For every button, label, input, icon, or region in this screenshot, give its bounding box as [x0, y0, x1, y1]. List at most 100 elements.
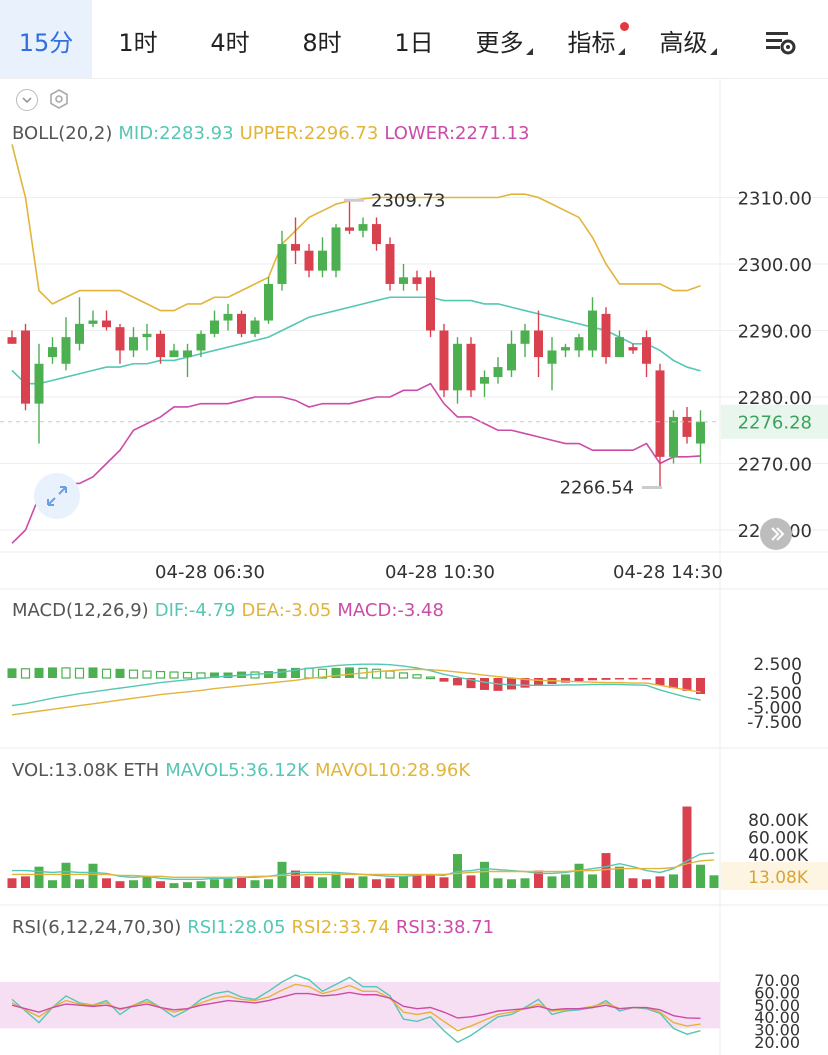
vol-axis-label: 60.00K — [748, 829, 809, 849]
volume-bar — [628, 878, 638, 888]
volume-bar — [372, 879, 381, 888]
volume-bar — [142, 876, 152, 888]
candle-body — [183, 350, 192, 358]
candle-body — [547, 350, 557, 364]
tab-1d[interactable]: 1日 — [368, 0, 460, 78]
current-price-tag: 2276.28 — [738, 413, 812, 434]
rsi-axis-label: 30.00 — [754, 1021, 800, 1040]
candle-body — [331, 227, 341, 271]
rsi-axis-label: 70.00 — [754, 971, 800, 990]
volume-bar — [156, 881, 165, 888]
macd-histogram-bar — [615, 678, 624, 680]
candle-body — [345, 227, 354, 231]
notification-dot — [620, 22, 629, 31]
candle-body — [34, 363, 44, 404]
rsi-rsi2: RSI2:33.74 — [291, 917, 390, 938]
tab-more[interactable]: 更多 — [460, 0, 548, 78]
macd-histogram-bar — [128, 669, 139, 679]
macd-axis-label: 2.500 — [753, 655, 802, 675]
macd-histogram-bar — [601, 678, 611, 680]
macd-histogram-bar — [7, 668, 17, 678]
macd-histogram-bar — [196, 672, 206, 679]
macd-histogram-bar — [20, 668, 31, 679]
tab-label: 指标 — [567, 29, 616, 57]
macd-histogram-bar — [34, 667, 44, 678]
macd-histogram-bar — [210, 672, 219, 678]
volume-bar — [601, 853, 611, 888]
tab-1h[interactable]: 1时 — [92, 0, 184, 78]
candle-body — [358, 224, 368, 231]
candle-body — [601, 313, 611, 358]
tab-advanced[interactable]: 高级 — [644, 0, 732, 78]
boll-mid-line — [11, 296, 701, 385]
candle-body — [439, 330, 449, 391]
volume-bar — [439, 877, 449, 888]
candle-body — [574, 337, 584, 351]
macd-histogram-bar — [439, 678, 449, 682]
volume-bar — [588, 874, 597, 888]
candle-body — [385, 244, 395, 284]
candle-body — [156, 333, 165, 358]
candle-body — [507, 343, 516, 371]
vol-legend: VOL:13.08K ETH MAVOL5:36.12K MAVOL10:28.96… — [12, 760, 476, 781]
candle-body — [561, 347, 570, 351]
macd-histogram-bar — [291, 667, 300, 678]
tab-15m[interactable]: 15分 — [0, 0, 92, 78]
vol-mavol5: MAVOL5:36.12K — [165, 760, 309, 781]
boll-lower: LOWER:2271.13 — [384, 123, 530, 144]
dropdown-corner-icon — [525, 48, 533, 55]
macd-histogram-bar — [574, 678, 584, 682]
macd-histogram-bar — [331, 667, 341, 678]
current-price-tag-bg — [721, 404, 828, 439]
candle-body — [7, 337, 17, 344]
macd-name: MACD(12,26,9) — [12, 600, 149, 621]
candle-body — [453, 343, 462, 391]
scroll-to-latest-icon[interactable] — [760, 518, 792, 550]
macd-histogram-bar — [425, 676, 436, 680]
tab-indicators[interactable]: 指标 — [552, 0, 640, 78]
candle-body — [129, 337, 138, 351]
macd-histogram-bar — [169, 671, 179, 679]
vol-current-tag: 13.08K — [748, 868, 809, 888]
macd-histogram-bar — [682, 678, 692, 691]
volume-bar — [466, 875, 476, 888]
candle-body — [520, 330, 530, 344]
volume-bar — [34, 866, 44, 888]
volume-bar — [48, 880, 57, 888]
candle-body — [655, 370, 665, 457]
chart-settings-icon[interactable] — [760, 24, 804, 60]
tab-label: 1时 — [118, 29, 158, 57]
macd-histogram-bar — [561, 678, 570, 683]
vol-current-tag-bg — [721, 862, 828, 890]
volume-bar — [331, 873, 341, 888]
boll-mid: MID:2283.93 — [118, 123, 234, 144]
candle-body — [223, 313, 233, 321]
tab-8h[interactable]: 8时 — [276, 0, 368, 78]
rsi3-line — [11, 991, 701, 1019]
candle-body — [696, 421, 705, 444]
macd-histogram-bar — [466, 678, 476, 689]
volume-bar — [642, 879, 651, 888]
vol-axis-label: 80.00K — [748, 811, 809, 831]
candle-body — [426, 277, 435, 331]
volume-bar — [223, 878, 233, 888]
volume-bar — [88, 863, 98, 888]
macd-histogram-bar — [345, 667, 354, 678]
volume-bar — [102, 878, 111, 888]
volume-bar — [7, 878, 17, 888]
tab-4h[interactable]: 4时 — [184, 0, 276, 78]
macd-histogram-bar — [520, 678, 530, 688]
candle-body — [642, 337, 651, 364]
macd-legend: MACD(12,26,9) DIF:-4.79 DEA:-3.05 MACD:-3.4… — [12, 600, 450, 621]
rsi-axis-label: 50.00 — [754, 996, 800, 1015]
candle-body — [412, 277, 422, 284]
low-price-label: 2266.54 — [560, 478, 634, 499]
macd-histogram-bar — [588, 678, 597, 681]
collapse-chevron-icon[interactable] — [16, 89, 38, 111]
indicator-settings-icon[interactable] — [48, 88, 70, 110]
vol-mavol10: MAVOL10:28.96K — [314, 760, 471, 781]
expand-icon[interactable] — [34, 473, 80, 519]
candle-body — [88, 320, 98, 324]
price-axis-label: 2280.00 — [738, 388, 812, 409]
